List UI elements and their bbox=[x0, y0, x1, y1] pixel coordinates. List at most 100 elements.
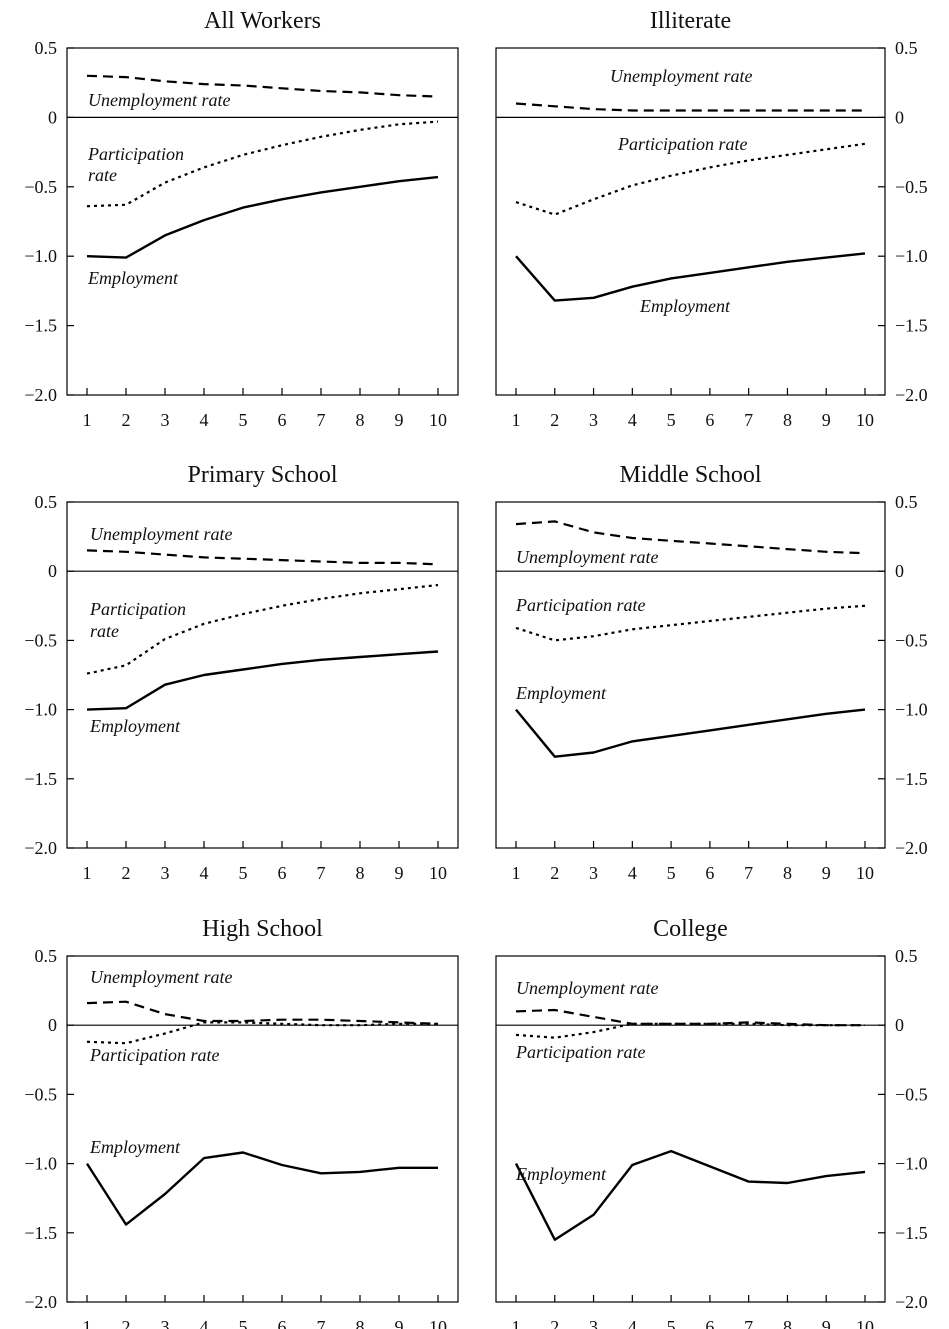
y-tick-label: −1.5 bbox=[24, 769, 57, 789]
x-tick-label: 10 bbox=[856, 863, 874, 883]
x-tick-label: 8 bbox=[356, 1317, 365, 1329]
series-annotation: Employment bbox=[89, 1137, 181, 1157]
plot-frame bbox=[495, 47, 886, 396]
panel-title: Middle School bbox=[620, 462, 762, 488]
chart-panel-2: Illiterate 0.5 0 −0.5 −1.0 −1.5 −2.0 1 2 3 4 5 6 7 8 9 1… bbox=[495, 8, 928, 430]
x-tick-label: 2 bbox=[122, 410, 131, 430]
x-tick-label: 5 bbox=[239, 863, 248, 883]
y-tick-label: −2.0 bbox=[895, 1292, 928, 1312]
x-tick-label: 2 bbox=[122, 863, 131, 883]
series-annotation: Employment bbox=[87, 268, 179, 288]
y-tick-label: −0.5 bbox=[24, 630, 57, 650]
series-line-unemployment-rate bbox=[515, 520, 866, 555]
plot-frame bbox=[495, 955, 886, 1303]
series-line-participation-rate bbox=[86, 583, 439, 675]
x-tick-label: 8 bbox=[783, 1317, 792, 1329]
series-line-employment bbox=[515, 708, 866, 758]
series-line-participation-rate bbox=[86, 1021, 438, 1045]
x-tick-label: 8 bbox=[356, 863, 365, 883]
y-tick-label: −2.0 bbox=[24, 838, 57, 858]
series-line-participation-rate bbox=[515, 142, 866, 216]
x-tick-label: 10 bbox=[856, 1317, 874, 1329]
x-tick-label: 4 bbox=[628, 863, 637, 883]
x-tick-label: 3 bbox=[161, 863, 170, 883]
y-tick-label: −0.5 bbox=[24, 1084, 57, 1104]
x-tick-label: 6 bbox=[705, 863, 714, 883]
x-tick-label: 6 bbox=[705, 1317, 714, 1329]
y-tick-label: 0 bbox=[48, 1015, 57, 1035]
series-annotation: Unemployment rate bbox=[88, 90, 230, 110]
x-tick-label: 3 bbox=[589, 1317, 598, 1329]
series-line-unemployment-rate bbox=[86, 549, 439, 566]
y-tick-label: 0.5 bbox=[35, 492, 58, 512]
x-tick-label: 6 bbox=[278, 1317, 287, 1329]
x-tick-label: 5 bbox=[239, 410, 248, 430]
series-annotation: Unemployment rate bbox=[90, 524, 232, 544]
x-tick-label: 6 bbox=[278, 410, 287, 430]
series-line-employment bbox=[85, 1151, 438, 1226]
x-tick-label: 7 bbox=[744, 1317, 753, 1329]
x-tick-label: 7 bbox=[317, 863, 326, 883]
series-line-employment bbox=[515, 252, 866, 302]
x-tick-label: 8 bbox=[783, 863, 792, 883]
panel-title: High School bbox=[202, 916, 323, 942]
y-tick-label: −1.5 bbox=[24, 316, 57, 336]
y-tick-label: −1.0 bbox=[24, 700, 57, 720]
x-tick-label: 7 bbox=[317, 1317, 326, 1329]
panel-title: Primary School bbox=[188, 462, 338, 488]
y-tick-label: 0.5 bbox=[895, 946, 918, 966]
chart-panel-6: College 0.5 0 −0.5 −1.0 −1.5 −2.0 1 2 3 4 5 6 7 8 9 10 Un… bbox=[495, 916, 928, 1329]
x-tick-label: 1 bbox=[83, 1317, 92, 1329]
series-line-employment bbox=[86, 175, 439, 259]
plot-frame bbox=[495, 501, 886, 849]
x-tick-label: 7 bbox=[317, 410, 326, 430]
x-tick-label: 5 bbox=[667, 863, 676, 883]
series-annotation: Participation rate bbox=[515, 595, 646, 615]
series-line-unemployment-rate bbox=[515, 102, 865, 112]
y-tick-label: −1.0 bbox=[895, 700, 928, 720]
chart-panel-5: High School 0.5 0 −0.5 −1.0 −1.5 −2.0 1 2 3 4 5 6 7 8 9… bbox=[24, 916, 459, 1329]
series-line-unemployment-rate bbox=[86, 74, 439, 98]
x-tick-label: 3 bbox=[589, 410, 598, 430]
series-annotation: Participation bbox=[87, 144, 184, 164]
x-tick-label: 10 bbox=[429, 863, 447, 883]
series-annotation: Employment bbox=[515, 1164, 607, 1184]
y-tick-label: −1.5 bbox=[895, 316, 928, 336]
y-tick-label: −1.5 bbox=[24, 1223, 57, 1243]
x-tick-label: 9 bbox=[395, 410, 404, 430]
x-tick-label: 4 bbox=[628, 1317, 637, 1329]
x-tick-label: 3 bbox=[161, 410, 170, 430]
x-tick-label: 5 bbox=[667, 1317, 676, 1329]
x-tick-label: 2 bbox=[550, 410, 559, 430]
series-annotation: Unemployment rate bbox=[90, 967, 232, 987]
x-tick-label: 9 bbox=[395, 863, 404, 883]
y-tick-label: −2.0 bbox=[24, 1292, 57, 1312]
chart-panel-3: Primary School 0.5 0 −0.5 −1.0 −1.5 −2.0 1 2 3 4 5 6… bbox=[24, 462, 459, 883]
x-tick-label: 9 bbox=[822, 410, 831, 430]
y-tick-label: 0.5 bbox=[35, 946, 58, 966]
series-line-employment bbox=[514, 1149, 866, 1241]
y-tick-label: −2.0 bbox=[895, 838, 928, 858]
series-annotation: Employment bbox=[639, 296, 731, 316]
x-tick-label: 9 bbox=[822, 863, 831, 883]
y-tick-label: −0.5 bbox=[895, 177, 928, 197]
plot-frame bbox=[66, 955, 459, 1303]
series-line-unemployment-rate bbox=[86, 1000, 439, 1025]
chart-panel-1: All Workers 0.5 0 −0.5 −1.0 −1.5 −2.0 1 2 3 4 5 6 7 8 9… bbox=[24, 8, 459, 430]
x-tick-label: 9 bbox=[822, 1317, 831, 1329]
y-tick-label: 0 bbox=[48, 561, 57, 581]
y-tick-label: −0.5 bbox=[895, 1084, 928, 1104]
y-tick-label: −0.5 bbox=[24, 177, 57, 197]
series-annotation: rate bbox=[88, 165, 117, 185]
series-annotation: Participation bbox=[89, 599, 186, 619]
x-tick-label: 7 bbox=[744, 863, 753, 883]
series-annotation: Unemployment rate bbox=[610, 66, 752, 86]
x-tick-label: 3 bbox=[589, 863, 598, 883]
x-tick-label: 10 bbox=[429, 410, 447, 430]
series-line-participation-rate bbox=[515, 1022, 865, 1039]
x-tick-label: 1 bbox=[512, 863, 521, 883]
y-tick-label: 0.5 bbox=[895, 492, 918, 512]
y-tick-label: −2.0 bbox=[24, 385, 57, 405]
series-annotation: Employment bbox=[89, 716, 181, 736]
x-tick-label: 7 bbox=[744, 410, 753, 430]
